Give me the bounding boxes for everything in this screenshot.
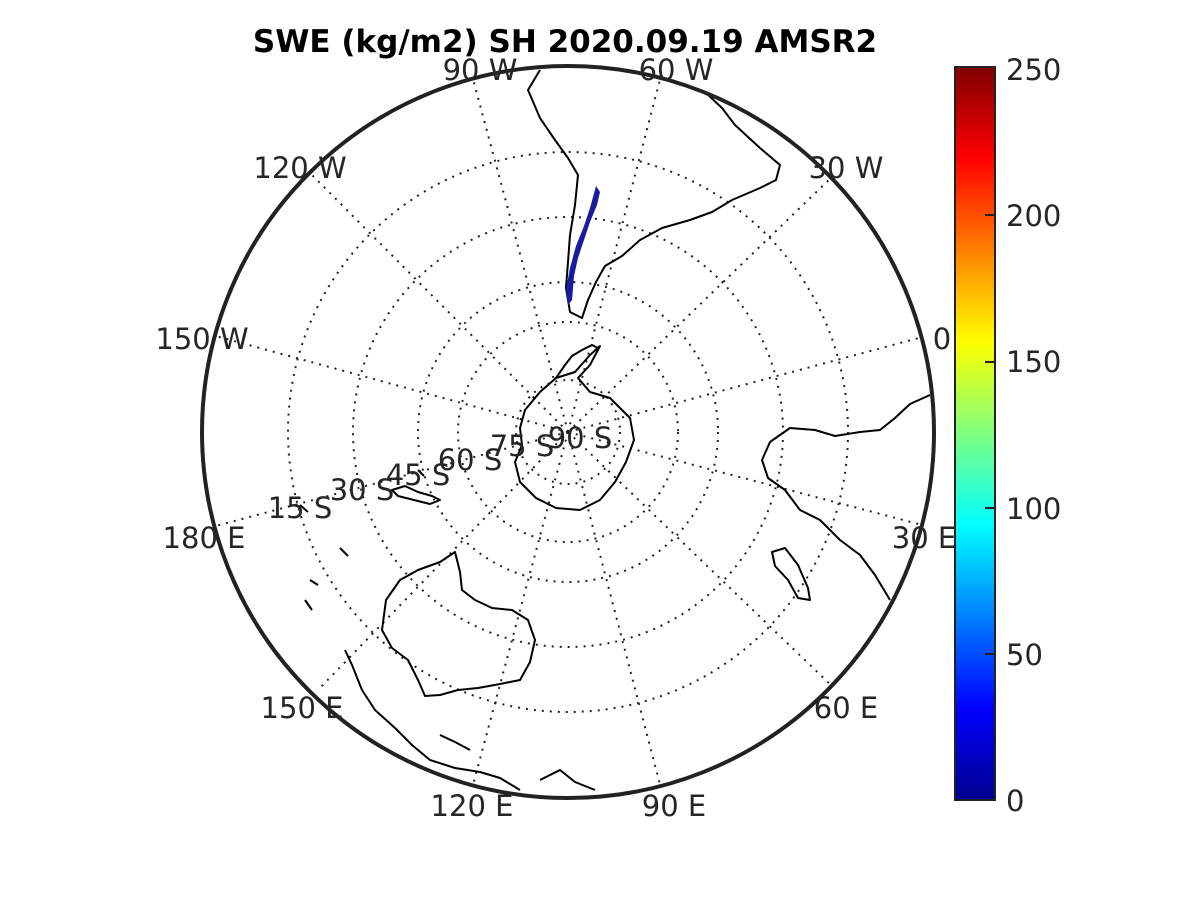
lon-label-120w: 120 W [253,151,346,185]
map-area [211,67,931,797]
pacific-islands-coast [299,469,425,611]
lon-label-0: 0 [933,322,951,356]
lon-label-30e: 30 E [892,521,956,555]
colorbar-tick-200: 200 [1006,199,1061,233]
new-zealand-coast [391,485,441,505]
longitude-labels: 90 W 60 W 30 W 120 W 150 W 180 E 150 E 1… [155,53,956,823]
lon-label-60e: 60 E [814,691,878,725]
lon-label-150w: 150 W [155,322,248,356]
south-america-coast [527,69,781,319]
colorbar: 250 200 150 100 50 0 [954,53,1061,818]
colorbar-tick-250: 250 [1006,53,1061,87]
madagascar-coast [771,547,811,601]
lon-label-90w: 90 W [443,53,518,87]
colorbar-ticks [985,214,995,655]
lat-label-30s: 30 S [330,473,395,507]
colorbar-gradient [954,66,996,801]
lat-label-15s: 15 S [268,491,333,525]
colorbar-tick-150: 150 [1006,345,1061,379]
coastlines [299,69,931,791]
colorbar-tick-50: 50 [1006,638,1043,672]
lat-label-75s: 75 S [490,429,555,463]
snow-pixels [566,186,600,305]
figure-title: SWE (kg/m2) SH 2020.09.19 AMSR2 [253,24,877,60]
colorbar-tick-100: 100 [1006,492,1061,526]
meridians-grid [211,67,931,797]
lon-label-120e: 120 E [431,789,514,823]
africa-coast [761,394,931,601]
antarctic-peninsula-coast [555,344,599,379]
lon-label-60w: 60 W [639,53,714,87]
lon-label-150e: 150 E [261,691,344,725]
lon-label-90e: 90 E [642,789,706,823]
australia-coast [381,551,536,697]
lat-label-60s: 60 S [438,443,503,477]
latitude-labels: 15 S 30 S 45 S 60 S 75 S 90 S [268,421,613,525]
lat-label-45s: 45 S [386,458,451,492]
lon-label-30w: 30 W [809,151,884,185]
lon-label-180e: 180 E [163,521,246,555]
map-boundary [200,64,936,800]
lat-label-90s: 90 S [548,421,613,455]
antarctica-coast [514,345,635,511]
colorbar-tick-0: 0 [1006,784,1024,818]
asia-islands-coast [344,649,596,791]
